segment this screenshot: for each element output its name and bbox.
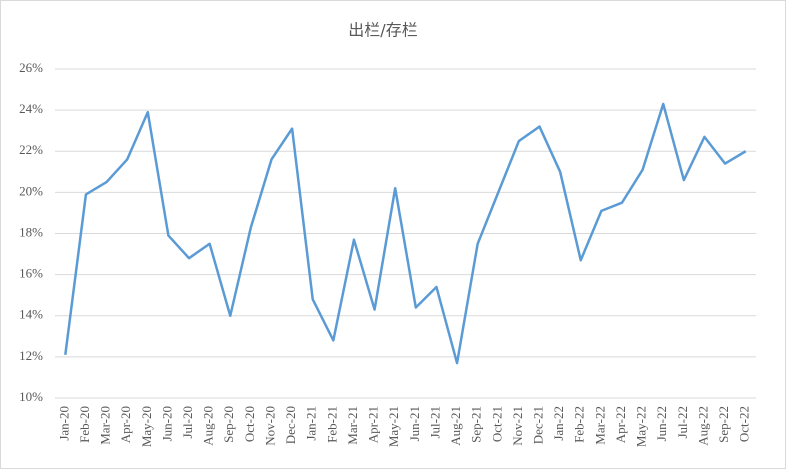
- x-tick-label: Sep-21: [469, 406, 484, 443]
- data-line: [64, 102, 747, 365]
- x-tick-label: Aug-22: [695, 406, 710, 446]
- x-tick-label: Sep-20: [221, 406, 236, 443]
- x-tick-label: Apr-21: [366, 406, 381, 443]
- x-tick-label: Mar-20: [98, 406, 113, 445]
- chart-title: 出栏/存栏: [348, 21, 417, 40]
- x-tick-label: Oct-22: [737, 406, 752, 442]
- x-tick-label: May-22: [634, 406, 649, 447]
- x-tick-label: Nov-21: [510, 406, 525, 446]
- y-tick-label: 14%: [19, 307, 43, 322]
- x-tick-label: Jun-20: [159, 406, 174, 441]
- x-tick-label: Mar-21: [345, 406, 360, 445]
- y-tick-label: 10%: [19, 389, 43, 404]
- x-tick-label: Jun-22: [654, 406, 669, 441]
- x-tick-label: Nov-20: [262, 406, 277, 446]
- y-tick-label: 20%: [19, 183, 43, 198]
- x-tick-label: Feb-22: [572, 406, 587, 443]
- y-tick-label: 26%: [19, 60, 43, 75]
- x-tick-label: Apr-20: [118, 406, 133, 443]
- x-tick-label: Oct-20: [242, 406, 257, 442]
- y-tick-label: 16%: [19, 266, 43, 281]
- y-tick-label: 12%: [19, 348, 43, 363]
- y-tick-label: 22%: [19, 142, 43, 157]
- y-tick-label: 18%: [19, 224, 43, 239]
- x-tick-label: Jun-21: [407, 406, 422, 441]
- x-tick-label: May-21: [386, 406, 401, 447]
- x-tick-label: Sep-22: [716, 406, 731, 443]
- x-tick-label: Jul-21: [427, 406, 442, 439]
- x-tick-label: Dec-20: [283, 406, 298, 444]
- x-tick-label: Jul-22: [675, 406, 690, 439]
- x-tick-label: Jan-20: [56, 406, 71, 441]
- x-tick-label: Aug-21: [448, 406, 463, 446]
- x-tick-label: Dec-21: [530, 406, 545, 444]
- x-tick-label: Apr-22: [613, 406, 628, 443]
- x-tick-label: Jan-22: [551, 406, 566, 441]
- x-tick-label: Jul-20: [180, 406, 195, 439]
- x-tick-label: Jan-21: [304, 406, 319, 441]
- y-tick-label: 24%: [19, 101, 43, 116]
- x-tick-label: Feb-20: [77, 406, 92, 443]
- x-tick-label: Mar-22: [592, 406, 607, 445]
- x-tick-label: Oct-21: [489, 406, 504, 442]
- x-tick-label: May-20: [139, 406, 154, 447]
- x-tick-label: Aug-20: [201, 406, 216, 446]
- x-tick-label: Feb-21: [324, 406, 339, 443]
